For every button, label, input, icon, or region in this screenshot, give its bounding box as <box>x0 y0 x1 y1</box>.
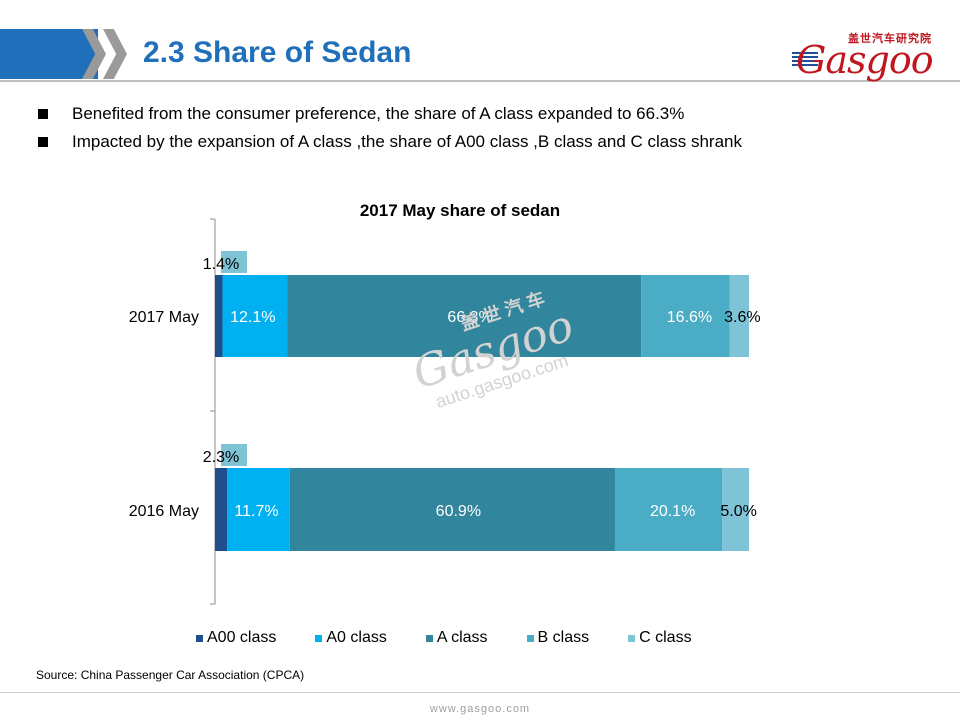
source-note: Source: China Passenger Car Association … <box>36 668 305 682</box>
category-label: 2017 May <box>129 309 199 326</box>
square-bullet-icon <box>38 109 48 119</box>
legend-label: A class <box>436 629 488 646</box>
logo-stripes-icon <box>792 52 818 68</box>
legend-item: C class <box>628 629 692 647</box>
bullet-item: Benefited from the consumer preference, … <box>38 104 684 124</box>
bar-segment <box>215 468 228 551</box>
bar-segment <box>227 468 290 551</box>
legend-label: B class <box>537 629 590 646</box>
bar-segment <box>289 468 615 551</box>
legend-item: A class <box>425 629 488 647</box>
logo-chinese-text: 盖世汽车研究院 <box>848 33 932 45</box>
chart-legend: A00 class A0 class A class B class C class <box>196 629 731 647</box>
legend-swatch <box>315 634 323 642</box>
category-label: 2016 May <box>129 503 199 520</box>
square-bullet-icon <box>38 137 48 147</box>
data-label-background <box>221 444 247 466</box>
legend-item: B class <box>526 629 590 647</box>
data-label: 3.6% <box>724 309 760 326</box>
bar-segment <box>222 275 288 357</box>
header-accent-band <box>0 29 98 79</box>
bullet-text: Impacted by the expansion of A class ,th… <box>72 132 742 151</box>
bullet-text: Benefited from the consumer preference, … <box>72 104 685 123</box>
bullet-item: Impacted by the expansion of A class ,th… <box>38 132 742 152</box>
legend-label: A00 class <box>207 629 277 646</box>
bar-segment <box>614 468 723 551</box>
legend-swatch <box>526 634 534 642</box>
legend-swatch <box>628 634 636 642</box>
bar-segment <box>722 468 749 551</box>
gasgoo-logo: Gasgoo <box>796 38 934 82</box>
data-label: 60.9% <box>436 503 481 520</box>
chart-title: 2017 May share of sedan <box>359 201 561 220</box>
footer-divider <box>0 692 960 693</box>
data-label: 12.1% <box>230 309 275 326</box>
data-label: 5.0% <box>720 503 756 520</box>
data-label: 1.4% <box>203 256 239 273</box>
legend-label: C class <box>639 629 692 646</box>
data-label: 16.6% <box>667 309 712 326</box>
bar-segment <box>287 275 642 357</box>
legend-swatch <box>425 634 433 642</box>
legend-swatch <box>196 634 203 642</box>
bar-segment <box>215 275 223 357</box>
data-label: 2.3% <box>203 449 239 466</box>
bar-segment <box>729 275 749 357</box>
data-label: 11.7% <box>234 503 278 520</box>
data-label: 20.1% <box>650 503 695 520</box>
data-label: 66.3% <box>447 309 492 326</box>
bar-segment <box>641 275 730 357</box>
legend-item: A0 class <box>315 629 387 647</box>
legend-item: A00 class <box>196 629 276 647</box>
header-divider <box>0 80 960 82</box>
legend-label: A0 class <box>326 629 387 646</box>
footer-url: www.gasgoo.com <box>429 703 531 715</box>
page-title: 2.3 Share of Sedan <box>143 36 412 69</box>
data-label-background <box>221 251 247 273</box>
